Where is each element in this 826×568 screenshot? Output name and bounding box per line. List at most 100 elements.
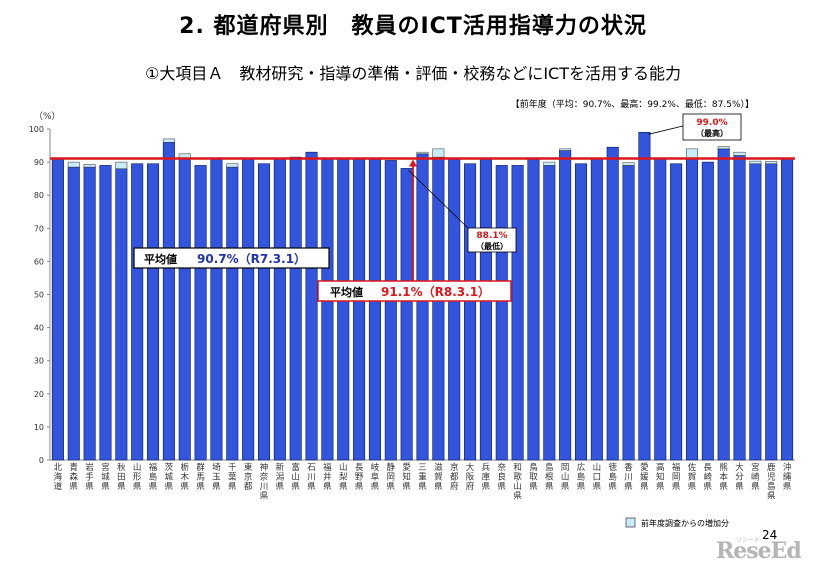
x-tick-label: 鹿児島県: [767, 462, 776, 502]
bar: [448, 158, 461, 461]
bar: [685, 158, 698, 461]
bar: [305, 151, 318, 461]
bar: [178, 158, 191, 461]
x-tick-label: 茨城県: [165, 462, 174, 492]
x-tick-label: 滋賀県: [434, 462, 443, 492]
bar: [67, 166, 80, 461]
bar-increase: [115, 161, 128, 169]
x-tick-label: 富山県: [291, 462, 300, 492]
y-tick-label: 20: [34, 390, 44, 399]
bar: [194, 165, 207, 461]
x-tick-label: 香川県: [624, 462, 633, 492]
bar: [765, 163, 778, 461]
bar: [400, 168, 413, 461]
y-tick-label: 60: [34, 257, 44, 266]
avg-prev-label: 平均値: [144, 252, 177, 266]
x-tick-label: 佐賀県: [688, 462, 697, 492]
x-tick-label: 徳島県: [608, 462, 617, 492]
bar: [83, 166, 96, 461]
avg-curr-label: 平均値: [330, 285, 363, 299]
x-tick-label: 奈良県: [497, 462, 506, 492]
x-tick-label: 岡山県: [561, 463, 570, 492]
bar: [289, 156, 302, 461]
x-tick-label: 大阪府: [466, 462, 475, 492]
bar: [147, 163, 160, 461]
bar: [416, 153, 429, 461]
x-tick-label: 群馬県: [196, 462, 205, 492]
bar-increase: [162, 138, 175, 143]
bar: [479, 158, 492, 461]
x-tick-label: 大分県: [735, 462, 744, 492]
x-tick-label: 静岡県: [387, 462, 396, 492]
bar: [368, 158, 381, 461]
avg-prev-box: [133, 247, 330, 269]
bar: [321, 158, 334, 461]
bar: [606, 146, 619, 461]
y-tick-label: 70: [34, 224, 44, 233]
x-tick-label: 広島県: [577, 462, 586, 492]
x-tick-label: 東京都: [244, 462, 253, 492]
x-tick-label: 鳥取県: [529, 462, 538, 492]
x-tick-label: 秋田県: [117, 462, 126, 492]
bar-increase: [765, 161, 778, 165]
bar: [701, 161, 714, 461]
logo-subtext: リシード: [736, 537, 761, 544]
x-tick-label: 高知県: [656, 462, 665, 492]
bar: [527, 158, 540, 461]
x-tick-label: 岐阜県: [371, 462, 380, 492]
x-tick-label: 山形県: [133, 462, 142, 492]
bar: [622, 165, 635, 461]
bar: [99, 165, 112, 461]
x-tick-label: 沖縄県: [783, 462, 792, 492]
page-number: 24: [762, 528, 778, 542]
bar: [511, 165, 524, 461]
x-tick-label: 福岡県: [672, 462, 681, 492]
x-tick-label: 山梨県: [339, 462, 348, 492]
y-tick-label: 100: [29, 125, 44, 134]
x-tick-label: 福井県: [323, 462, 332, 492]
x-tick-label: 三重県: [418, 463, 427, 492]
max-pointer-line: [648, 125, 684, 135]
bar-increase: [226, 163, 239, 168]
min-note: （最低）: [476, 241, 508, 251]
bar: [495, 165, 508, 461]
prev-year-note: 【前年度（平均：90.7%、最高：99.2%、最低：87.5%）】: [510, 100, 754, 110]
max-box: [682, 113, 742, 141]
bar: [115, 168, 128, 461]
y-tick-label: 30: [34, 357, 44, 366]
bar: [654, 158, 667, 461]
bar: [353, 158, 366, 461]
bar-increase: [733, 151, 746, 156]
legend-increase-label: 前年度調査からの増加分: [641, 518, 729, 528]
bar-increase: [543, 161, 556, 166]
y-tick-label: 0: [39, 456, 44, 465]
bar: [131, 163, 144, 461]
bar: [384, 160, 397, 461]
bar: [575, 163, 588, 461]
x-tick-label: 兵庫県: [482, 462, 491, 492]
min-value: 88.1%: [476, 231, 507, 241]
bar-increase: [749, 160, 762, 165]
x-tick-label: 栃木県: [180, 462, 189, 492]
x-tick-label: 島根県: [545, 462, 554, 492]
y-tick-label: 10: [34, 423, 44, 432]
x-tick-label: 千葉県: [228, 462, 237, 492]
y-tick-label: 40: [34, 324, 44, 333]
bar-increase: [622, 162, 635, 166]
x-tick-label: 岩手県: [85, 462, 94, 492]
x-tick-label: 石川県: [307, 463, 316, 492]
bar: [226, 166, 239, 461]
bar: [337, 158, 350, 461]
min-pointer-line: [408, 170, 469, 229]
bar: [464, 163, 477, 461]
y-tick-label: 90: [34, 158, 44, 167]
max-note: （最高）: [696, 128, 728, 138]
x-tick-label: 北海道: [54, 463, 63, 492]
bar-increase: [559, 148, 572, 151]
bar: [717, 148, 730, 461]
bar: [590, 158, 603, 461]
bar: [781, 158, 794, 461]
bar: [733, 155, 746, 461]
bar: [51, 158, 64, 461]
bar: [638, 132, 651, 461]
